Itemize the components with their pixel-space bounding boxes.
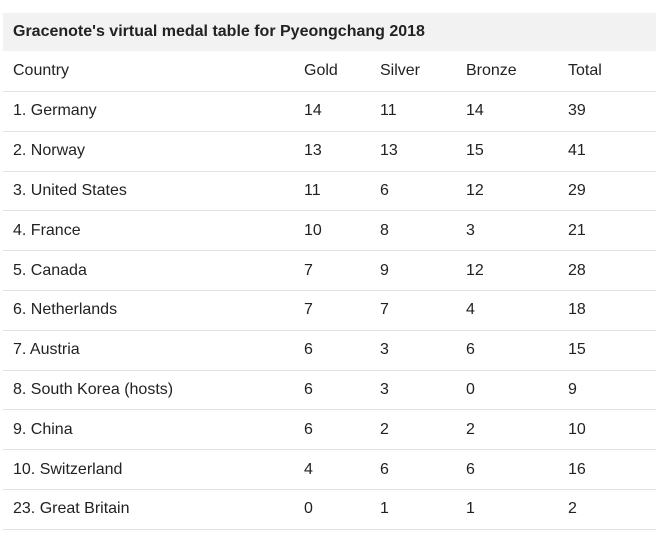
- cell-country: 8. South Korea (hosts): [3, 370, 304, 411]
- cell-total: 10: [568, 409, 656, 451]
- cell-gold: 7: [304, 290, 380, 331]
- cell-total: 39: [568, 91, 656, 132]
- column-header-total: Total: [568, 51, 656, 92]
- column-header-silver: Silver: [380, 51, 466, 92]
- column-header-gold: Gold: [304, 51, 380, 92]
- column-header-bronze: Bronze: [466, 51, 568, 92]
- cell-bronze: 1: [466, 489, 568, 530]
- table-row: 23. Great Britain 0 1 1 2: [3, 489, 656, 530]
- cell-silver: 3: [380, 370, 466, 411]
- medal-table: Country Gold Silver Bronze Total 1. Germ…: [3, 51, 656, 530]
- cell-total: 21: [568, 210, 656, 252]
- cell-gold: 6: [304, 370, 380, 411]
- table-row: 3. United States 11 6 12 29: [3, 171, 656, 212]
- cell-silver: 9: [380, 250, 466, 291]
- cell-country: 7. Austria: [3, 330, 304, 371]
- cell-silver: 11: [380, 91, 466, 132]
- table-row: 4. France 10 8 3 21: [3, 210, 656, 252]
- medal-table-container: Gracenote's virtual medal table for Pyeo…: [3, 13, 656, 530]
- cell-total: 29: [568, 171, 656, 212]
- cell-country: 9. China: [3, 409, 304, 451]
- cell-country: 6. Netherlands: [3, 290, 304, 331]
- table-row: 1. Germany 14 11 14 39: [3, 91, 656, 132]
- cell-bronze: 6: [466, 449, 568, 490]
- cell-bronze: 6: [466, 330, 568, 371]
- cell-gold: 6: [304, 409, 380, 451]
- cell-total: 41: [568, 131, 656, 172]
- cell-silver: 6: [380, 449, 466, 490]
- table-row: 10. Switzerland 4 6 6 16: [3, 449, 656, 490]
- cell-gold: 10: [304, 210, 380, 252]
- cell-bronze: 12: [466, 250, 568, 291]
- table-row: 8. South Korea (hosts) 6 3 0 9: [3, 370, 656, 411]
- cell-country: 5. Canada: [3, 250, 304, 291]
- cell-bronze: 3: [466, 210, 568, 252]
- cell-silver: 7: [380, 290, 466, 331]
- table-row: 6. Netherlands 7 7 4 18: [3, 290, 656, 331]
- cell-gold: 14: [304, 91, 380, 132]
- header-row: Country Gold Silver Bronze Total: [3, 51, 656, 92]
- cell-silver: 13: [380, 131, 466, 172]
- cell-gold: 6: [304, 330, 380, 371]
- cell-silver: 3: [380, 330, 466, 371]
- cell-country: 3. United States: [3, 171, 304, 212]
- cell-silver: 6: [380, 171, 466, 212]
- cell-country: 1. Germany: [3, 91, 304, 132]
- cell-bronze: 4: [466, 290, 568, 331]
- cell-gold: 4: [304, 449, 380, 490]
- cell-silver: 1: [380, 489, 466, 530]
- cell-gold: 13: [304, 131, 380, 172]
- table-row: 5. Canada 7 9 12 28: [3, 250, 656, 291]
- table-title: Gracenote's virtual medal table for Pyeo…: [3, 13, 656, 51]
- cell-bronze: 0: [466, 370, 568, 411]
- cell-total: 15: [568, 330, 656, 371]
- cell-bronze: 12: [466, 171, 568, 212]
- cell-total: 16: [568, 449, 656, 490]
- cell-bronze: 14: [466, 91, 568, 132]
- table-row: 2. Norway 13 13 15 41: [3, 131, 656, 172]
- cell-country: 23. Great Britain: [3, 489, 304, 530]
- cell-total: 9: [568, 370, 656, 411]
- cell-total: 28: [568, 250, 656, 291]
- cell-silver: 2: [380, 409, 466, 451]
- cell-bronze: 15: [466, 131, 568, 172]
- table-row: 9. China 6 2 2 10: [3, 409, 656, 451]
- cell-bronze: 2: [466, 409, 568, 451]
- cell-country: 4. France: [3, 210, 304, 252]
- cell-gold: 0: [304, 489, 380, 530]
- cell-silver: 8: [380, 210, 466, 252]
- column-header-country: Country: [3, 51, 304, 92]
- cell-gold: 7: [304, 250, 380, 291]
- cell-total: 2: [568, 489, 656, 530]
- table-row: 7. Austria 6 3 6 15: [3, 330, 656, 371]
- cell-country: 10. Switzerland: [3, 449, 304, 490]
- cell-total: 18: [568, 290, 656, 331]
- cell-country: 2. Norway: [3, 131, 304, 172]
- cell-gold: 11: [304, 171, 380, 212]
